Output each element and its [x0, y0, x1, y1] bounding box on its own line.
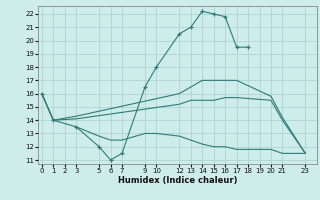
- X-axis label: Humidex (Indice chaleur): Humidex (Indice chaleur): [118, 176, 237, 185]
